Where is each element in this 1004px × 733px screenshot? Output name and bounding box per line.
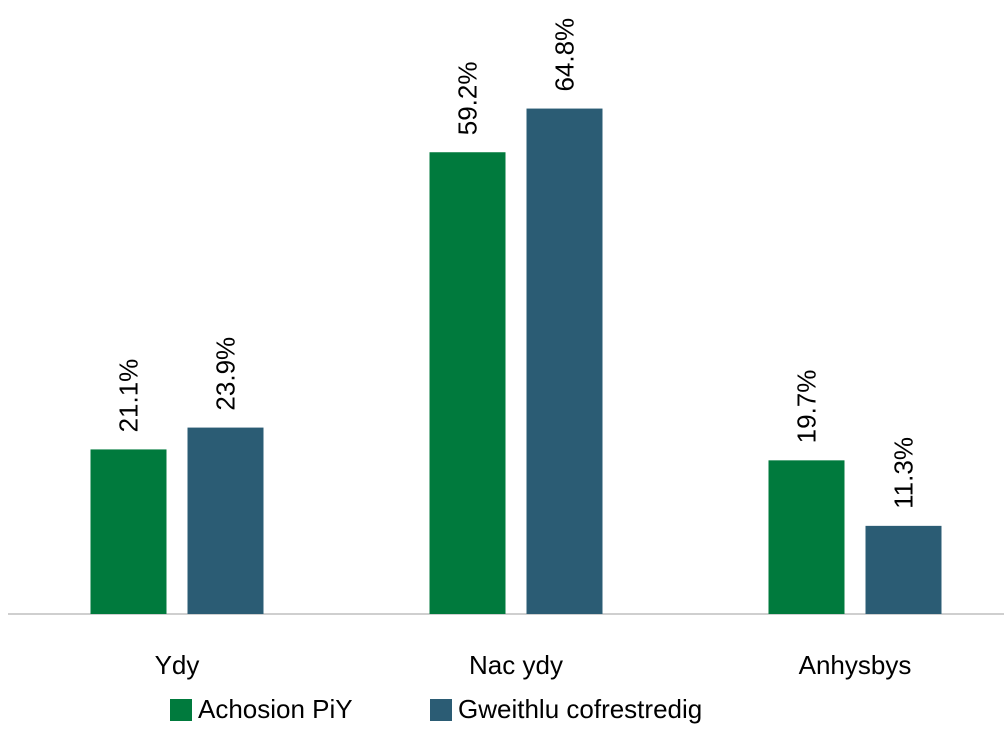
legend-swatch-series-2 [430, 699, 452, 721]
bar-nac-ydy-series-2 [526, 108, 603, 614]
bar-anhysbys-series-1 [768, 460, 845, 614]
category-label: Ydy [155, 650, 200, 680]
legend-label-series-1: Achosion PiY [198, 694, 353, 724]
bar-anhysbys-series-2 [865, 525, 942, 614]
data-labels-group: 21.1% 23.9% 59.2% 64.8% 19.7% 11.3% [114, 18, 919, 509]
data-label: 59.2% [453, 62, 483, 136]
data-label: 11.3% [889, 437, 919, 509]
bar-ydy-series-2 [187, 427, 264, 614]
legend: Achosion PiY Gweithlu cofrestredig [170, 694, 702, 724]
category-label: Nac ydy [469, 650, 563, 680]
category-label: Anhysbys [799, 650, 912, 680]
legend-label-series-2: Gweithlu cofrestredig [458, 694, 702, 724]
bar-ydy-series-1 [90, 449, 167, 614]
legend-swatch-series-1 [170, 699, 192, 721]
data-label: 23.9% [211, 337, 241, 411]
data-label: 21.1% [114, 359, 144, 433]
bars-group [90, 108, 942, 615]
data-label: 64.8% [550, 18, 580, 92]
bar-nac-ydy-series-1 [429, 152, 506, 615]
data-label: 19.7% [792, 370, 822, 444]
category-labels-group: Ydy Nac ydy Anhysbys [155, 650, 912, 680]
